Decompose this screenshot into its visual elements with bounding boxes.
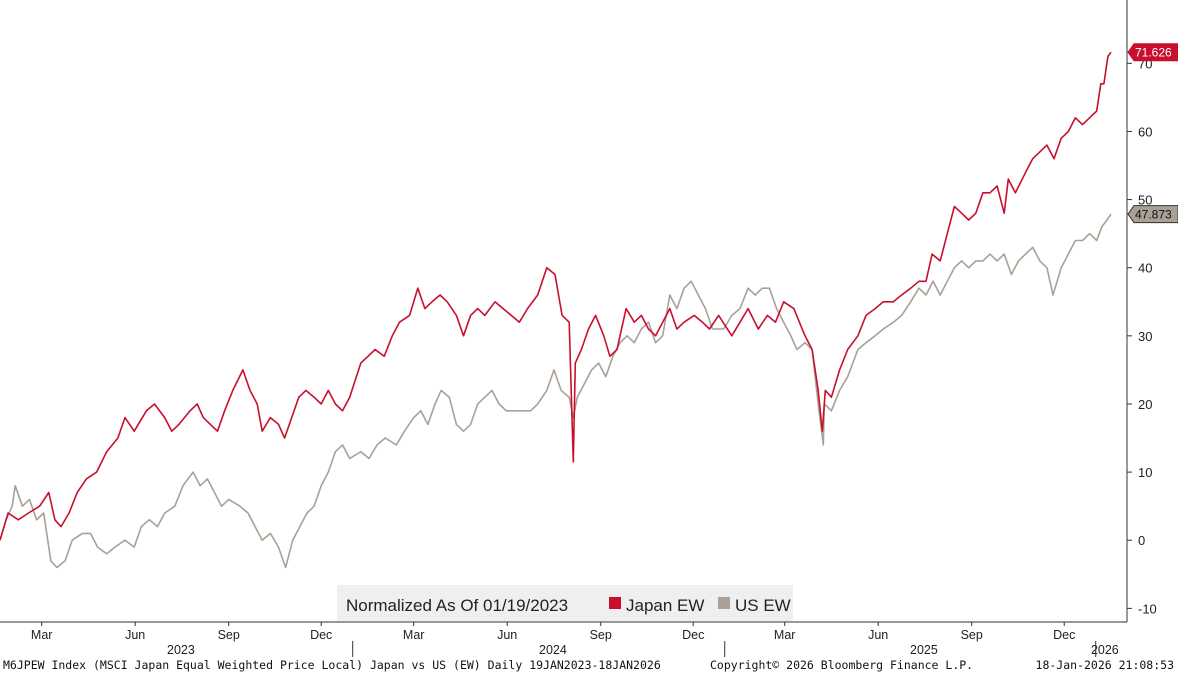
- x-tick-label: Sep: [961, 628, 983, 642]
- x-tick-label: Mar: [403, 628, 425, 642]
- series-line-us-ew: [0, 213, 1112, 569]
- x-year-label: 2026: [1091, 643, 1119, 657]
- legend-swatch-japan: [609, 597, 621, 609]
- x-tick-label: Sep: [590, 628, 612, 642]
- y-tick-label: 50: [1138, 193, 1152, 208]
- footer-index-description: M6JPEW Index (MSCI Japan Equal Weighted …: [3, 658, 661, 672]
- y-tick-label: 0: [1138, 533, 1145, 548]
- x-tick-label: Jun: [497, 628, 517, 642]
- x-tick-label: Dec: [310, 628, 332, 642]
- legend-label-us: US EW: [735, 596, 791, 615]
- series-layer: [0, 51, 1112, 569]
- x-year-label: 2024: [539, 643, 567, 657]
- last-value-tag-us-shape: [1127, 205, 1178, 224]
- y-tick-label: 10: [1138, 465, 1152, 480]
- last-value-tag-japan-text: 71.626: [1135, 46, 1172, 60]
- y-tick-label: 40: [1138, 261, 1152, 276]
- legend-title: Normalized As Of 01/19/2023: [346, 596, 568, 615]
- x-tick-label: Dec: [1053, 628, 1075, 642]
- footer-copyright: Copyright© 2026 Bloomberg Finance L.P.: [710, 658, 974, 672]
- x-year-label: 2023: [167, 643, 195, 657]
- x-tick-label: Sep: [218, 628, 240, 642]
- x-tick-label: Jun: [125, 628, 145, 642]
- x-tick-label: Jun: [868, 628, 888, 642]
- last-value-tag-japan-shape: [1127, 43, 1178, 62]
- footer-timestamp: 18-Jan-2026 21:08:53: [1035, 658, 1174, 672]
- last-value-tag-us-text: 47.873: [1135, 208, 1172, 222]
- y-tick-label: 20: [1138, 397, 1152, 412]
- x-axis: Mar Jun Sep Dec Mar Jun Sep Dec Mar Jun Sep Dec 2023…: [0, 621, 1127, 657]
- last-value-labels: 71.626 47.873: [1127, 43, 1178, 224]
- legend: Normalized As Of 01/19/2023 Japan EW US …: [337, 585, 793, 621]
- series-line-japan-ew: [0, 51, 1112, 541]
- legend-label-japan: Japan EW: [626, 596, 704, 615]
- x-tick-label: Dec: [682, 628, 704, 642]
- y-tick-label: 30: [1138, 329, 1152, 344]
- x-tick-label: Mar: [31, 628, 53, 642]
- x-tick-label: Mar: [774, 628, 796, 642]
- x-year-label: 2025: [910, 643, 938, 657]
- y-tick-label: 60: [1138, 124, 1152, 139]
- legend-swatch-us: [718, 597, 730, 609]
- y-tick-label: -10: [1138, 601, 1157, 616]
- legend-background: [337, 585, 793, 621]
